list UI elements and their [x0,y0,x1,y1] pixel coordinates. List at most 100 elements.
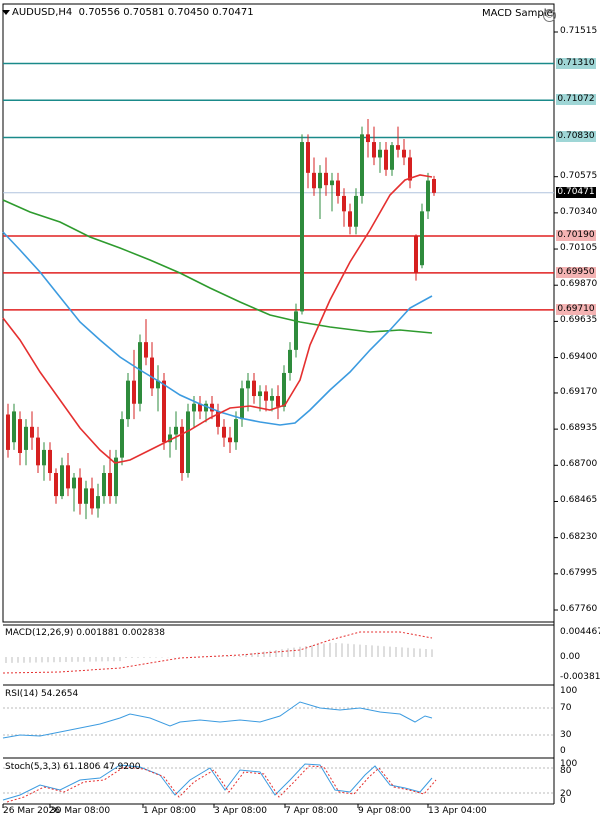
bear-candle [78,477,82,504]
bear-candle [90,488,94,509]
symbol-dropdown-icon[interactable] [2,10,10,15]
current-price-label: 0.70471 [556,186,596,198]
bull-candle [378,149,382,158]
stoch-label-100: 100 [560,759,578,769]
bear-candle [210,403,214,412]
price-label: 0.68700 [560,459,598,470]
bear-candle [252,380,256,397]
bear-candle [366,134,370,143]
bear-candle [144,342,148,358]
symbol-name: AUDUSD,H4 [12,7,73,18]
bull-candle [288,349,292,373]
bull-candle [354,195,358,227]
bear-candle [264,391,268,401]
bear-candle [432,179,436,193]
bull-candle [234,419,238,443]
stoch-title: Stoch(5,3,3) 61.1806 47.9200 [5,762,141,772]
macd-label-max: 0.004467 [560,627,600,637]
ohlc-values: 0.70556 0.70581 0.70450 0.70471 [78,7,254,18]
bear-candle [312,172,316,189]
level-label: 0.70830 [556,131,596,143]
bear-candle [30,426,34,438]
bull-candle [168,434,172,443]
bear-candle [414,235,418,273]
bear-candle [342,195,346,212]
bull-candle [294,311,298,350]
price-label: 0.70340 [560,206,598,217]
price-label: 0.67760 [560,604,598,614]
bull-candle [60,465,64,497]
bull-candle [426,180,430,212]
bull-candle [174,426,178,435]
stoch-label-80: 80 [560,766,572,776]
price-label: 0.68465 [560,495,598,506]
time-label: 3 Apr 08:00 [214,806,267,816]
time-label: 26 Mar 2026 [3,806,61,816]
bull-candle [12,411,16,443]
price-label: 0.69870 [560,279,598,290]
ma-long-line [2,199,433,334]
bull-candle [126,380,130,420]
ma-slow-line [2,231,433,426]
bear-candle [18,419,22,453]
bull-candle [258,391,262,397]
bull-candle [246,380,250,389]
bear-candle [276,396,280,407]
price-label: 0.71515 [560,26,598,36]
macd-signal-line [2,631,433,674]
rsi-label-0: 0 [560,746,566,756]
rsi-title: RSI(14) 54.2654 [5,689,79,699]
bear-candle [48,449,52,474]
stoch-label-20: 20 [560,789,572,799]
price-label: 0.70575 [560,170,598,181]
bull-candle [390,145,394,170]
stoch-main-line [2,763,433,801]
bear-candle [396,145,400,150]
bear-candle [336,180,340,196]
bull-candle [156,380,160,389]
bear-candle [384,149,388,170]
bull-candle [186,411,190,474]
price-label: 0.67995 [560,567,598,578]
price-label: 0.69400 [560,351,598,362]
bear-candle [162,380,166,443]
bear-candle [402,149,406,158]
bull-candle [120,419,124,458]
smiley-icon[interactable]: ☺ [543,9,556,22]
time-label: 9 Apr 08:00 [358,806,411,816]
level-label: 0.70190 [556,229,596,241]
bear-candle [66,465,70,489]
rsi-label-100: 100 [560,686,578,696]
macd-title: MACD(12,26,9) 0.001881 0.002838 [5,628,165,638]
symbol-ohlc-header: AUDUSD,H4 0.70556 0.70581 0.70450 0.7047… [12,7,254,18]
level-label: 0.71310 [556,57,596,69]
bull-candle [84,488,88,504]
bear-candle [324,172,328,186]
bear-candle [348,211,352,227]
price-label: 0.70105 [560,243,598,254]
time-label: 13 Apr 04:00 [428,806,487,816]
bear-candle [306,142,310,173]
main-pane-frame [2,3,555,623]
bear-candle [150,357,154,389]
macd-label-min: -0.003817 [560,672,600,682]
bull-candle [420,211,424,266]
bear-candle [216,411,220,427]
price-label: 0.68935 [560,423,598,434]
time-label: 30 Mar 08:00 [50,806,111,816]
bull-candle [102,473,106,497]
bear-candle [108,473,112,497]
expert-name[interactable]: MACD Sample [482,8,553,19]
bull-candle [300,142,304,312]
rsi-label-30: 30 [560,730,572,740]
price-label: 0.68230 [560,531,598,542]
price-label: 0.69170 [560,386,598,397]
level-label: 0.69710 [556,303,596,315]
time-label: 1 Apr 08:00 [143,806,196,816]
bear-candle [54,473,58,497]
bull-candle [138,342,142,404]
bear-candle [6,414,10,450]
bull-candle [114,457,118,497]
bear-candle [408,157,412,181]
